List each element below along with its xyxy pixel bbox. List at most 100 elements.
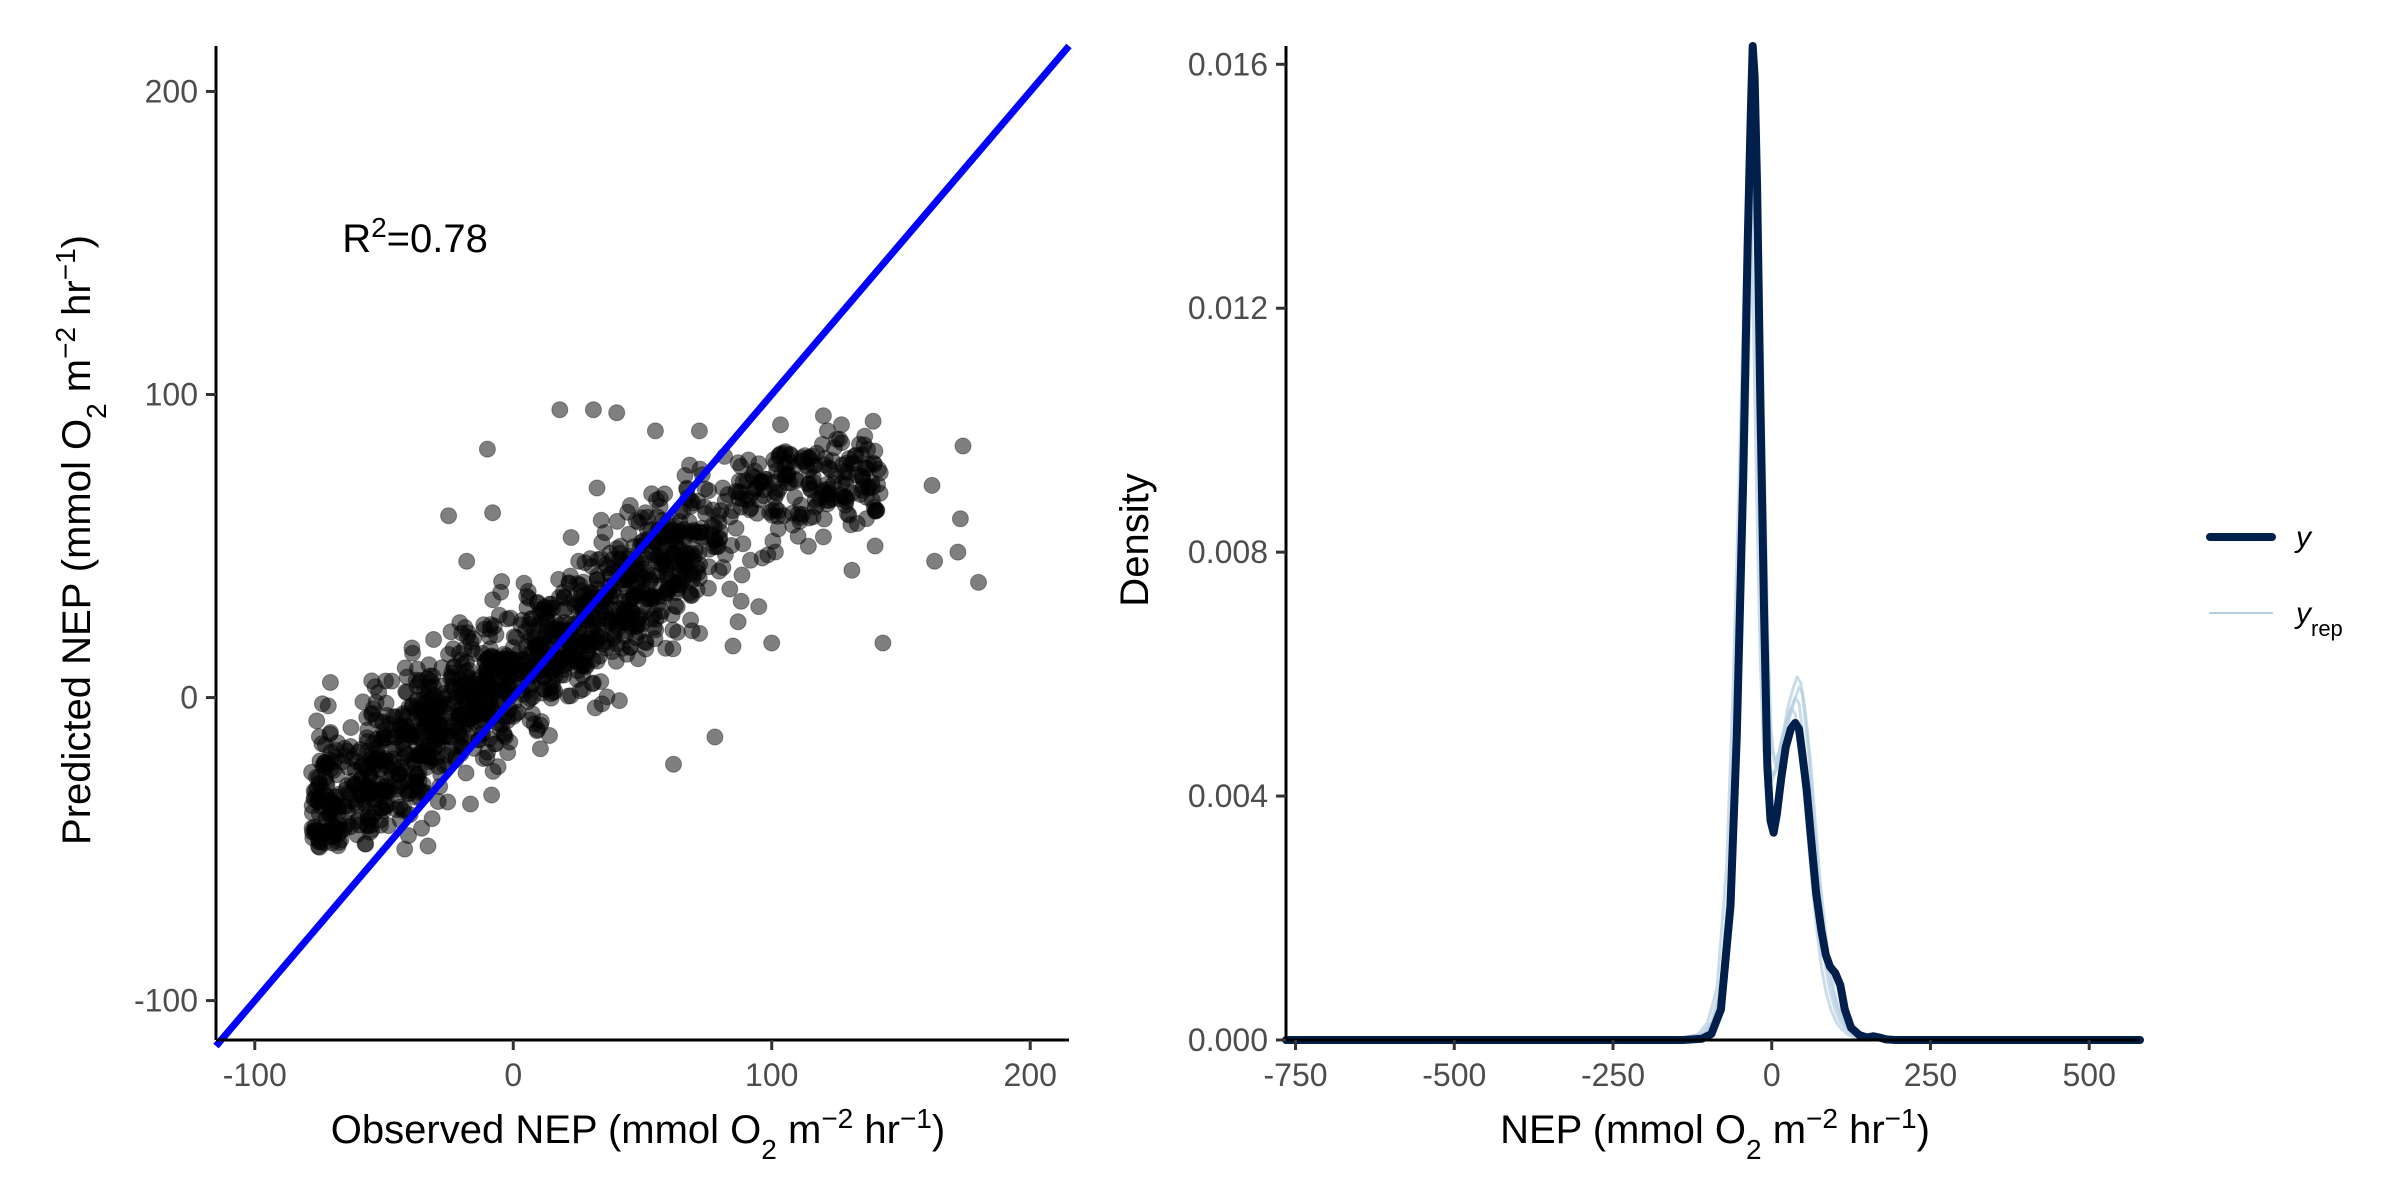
scatter-point [721,580,739,598]
scatter-point [608,512,626,530]
scatter-point [559,687,577,705]
scatter-point [951,510,969,528]
xlabel-sup2: −1 [900,1103,932,1134]
scatter-point [356,835,374,853]
scatter-point [620,525,638,543]
scatter-point [408,660,426,678]
scatter-point [394,705,412,722]
scatter-point [492,583,510,601]
scatter-point [683,622,701,640]
x-axis-title: Observed NEP (mmol O2 m−2 hr−1) [331,1103,945,1165]
scatter-point [784,516,802,534]
scatter-point [588,479,606,497]
scatter-point [621,639,639,656]
scatter-point [814,407,832,425]
density-x-tick-label: 0 [1763,1057,1781,1093]
scatter-point [460,686,478,704]
scatter-point [591,647,609,665]
scatter-point [397,683,415,701]
scatter-point [390,766,408,783]
density-y-tick-label: 0.000 [1188,1022,1268,1058]
scatter-point [524,644,542,662]
scatter-point [440,507,458,525]
scatter-point [483,786,501,804]
scatter-point [767,455,785,473]
xlabel-suffix: ) [932,1108,945,1152]
scatter-point [526,629,544,647]
legend-label-y: y [2294,521,2313,554]
scatter-point [478,688,496,706]
scatter-point [837,492,855,510]
scatter-point [563,636,581,654]
scatter-point [833,416,850,434]
scatter-point [814,528,832,546]
ylabel-mid2: hr [55,280,99,327]
scatter-point [582,623,600,641]
scatter-point [419,837,437,855]
scatter-point [404,644,422,662]
scatter-point [700,482,718,500]
scatter-point [555,666,573,684]
scatter-point [562,529,580,546]
x-tick-label: 100 [745,1057,798,1093]
scatter-point [306,818,324,836]
scatter-point [307,782,324,800]
y-axis-title: Predicted NEP (mmol O2 m−2 hr−1) [50,235,112,845]
scatter-point [457,764,475,782]
legend: y yrep [2206,521,2343,641]
scatter-point [476,657,494,675]
scatter-point [352,741,370,758]
reference-line [213,43,1072,1049]
scatter-point [363,672,381,690]
density-xlabel-mid: m [1762,1108,1806,1152]
scatter-point [484,762,502,780]
scatter-point [395,800,413,818]
density-x-tick-label: 500 [2063,1057,2116,1093]
y-curve [1282,42,2144,1044]
scatter-point [368,730,386,748]
scatter-point [729,613,747,631]
scatter-point [734,472,752,490]
scatter-point [838,463,856,481]
scatter-point [520,589,538,607]
scatter-point [674,572,692,590]
scatter-point [742,499,760,517]
scatter-point [625,586,643,604]
scatter-point [458,552,476,570]
scatter-point [732,592,750,610]
scatter-point [607,587,625,605]
scatter-point [646,422,664,440]
scatter-point [621,497,639,514]
scatter-point [429,736,447,754]
xlabel-prefix: Observed NEP (mmol O [331,1108,762,1152]
scatter-point [481,620,499,638]
ylabel-prefix: Predicted NEP (mmol O [55,419,99,845]
scatter-point [381,753,399,770]
scatter-point [353,774,371,792]
scatter-point [363,808,381,826]
xlabel-sub: 2 [761,1134,777,1165]
ylabel-sub: 2 [81,403,112,419]
scatter-point [324,818,342,836]
scatter-point [551,401,569,419]
scatter-point [531,740,549,758]
ylabel-sup1: −2 [50,327,81,359]
density-y-axis-title: Density [1113,473,1157,606]
scatter-point [664,640,682,658]
scatter-point [821,491,839,509]
scatter-point [690,422,708,440]
density-x-tick-label: 250 [1904,1057,1957,1093]
scatter-point [400,723,418,741]
scatter-point [645,619,663,636]
scatter-point [804,473,822,491]
scatter-point [640,589,658,607]
legend-label-yrep: yrep [2294,597,2343,641]
scatter-point [691,555,709,573]
scatter-point [970,573,987,591]
scatter-point [656,587,674,605]
scatter-point [712,502,730,520]
scatter-point [458,628,476,646]
scatter-point [374,713,391,731]
scatter-point [336,739,354,757]
density-y-tick-label: 0.004 [1188,778,1268,814]
